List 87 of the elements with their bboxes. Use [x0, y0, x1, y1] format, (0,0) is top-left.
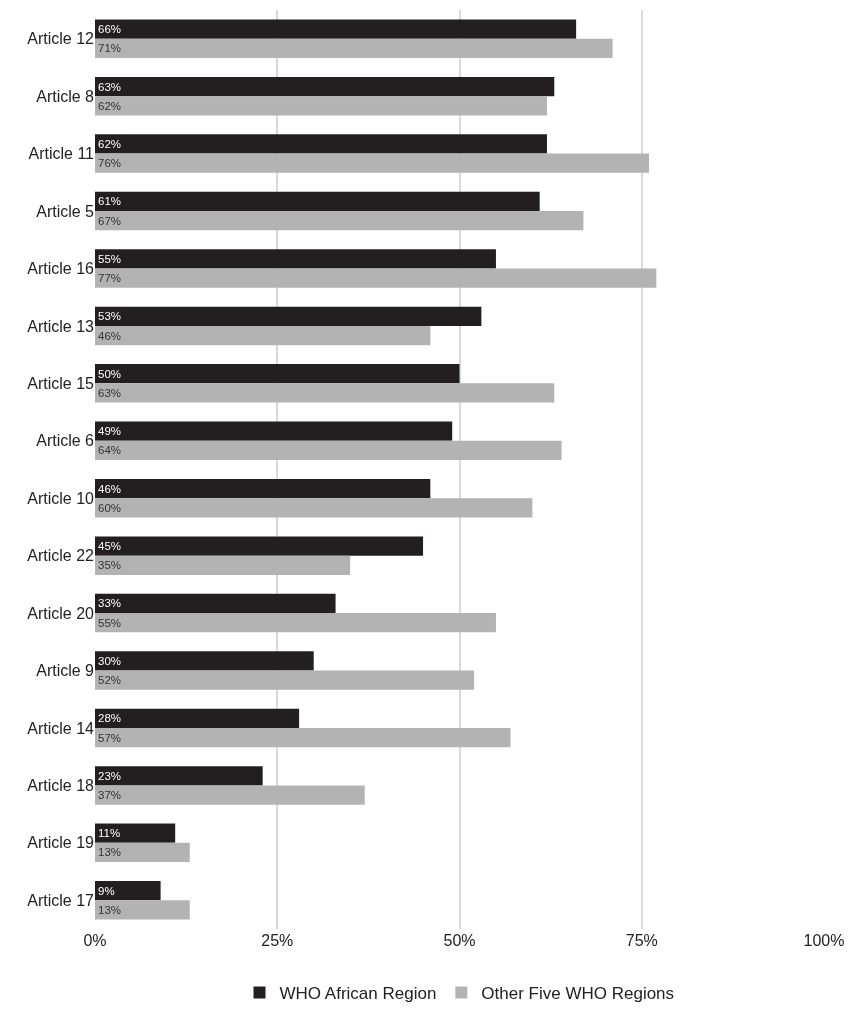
y-tick-label: Article 11 — [28, 145, 95, 163]
bar — [95, 268, 657, 288]
data-label: 46% — [98, 482, 121, 495]
bar — [95, 613, 496, 633]
data-label: 13% — [98, 846, 121, 859]
bar — [95, 727, 511, 748]
x-tick-label: 100% — [803, 932, 845, 949]
y-tick-label: Article 14 — [27, 719, 95, 737]
data-label: 66% — [98, 23, 121, 36]
bar — [95, 881, 161, 901]
y-tick-label: Article 8 — [36, 87, 95, 105]
data-label: 45% — [98, 540, 121, 553]
data-label: 35% — [98, 559, 121, 572]
data-label: 63% — [98, 80, 121, 93]
bar — [95, 842, 190, 863]
data-label: 53% — [98, 310, 121, 323]
bar — [95, 76, 555, 97]
y-tick-label: Article 5 — [36, 202, 95, 220]
data-label: 67% — [98, 214, 121, 227]
data-label: 52% — [98, 674, 121, 687]
data-label: 63% — [98, 386, 121, 399]
bar — [95, 440, 562, 461]
data-label: 61% — [98, 195, 121, 208]
data-label: 71% — [98, 42, 121, 55]
data-label: 77% — [98, 272, 121, 285]
y-tick-label: Article 9 — [36, 662, 95, 680]
data-label: 55% — [98, 616, 121, 629]
y-tick-label: Article 19 — [27, 834, 95, 852]
bar — [95, 900, 190, 920]
data-label: 55% — [98, 252, 121, 265]
data-label: 62% — [98, 137, 121, 150]
bar — [95, 249, 496, 269]
data-label: 13% — [98, 903, 121, 916]
data-label: 23% — [98, 769, 121, 782]
data-label: 50% — [98, 367, 121, 380]
bar — [95, 191, 540, 212]
y-tick-label: Article 18 — [27, 777, 95, 795]
bar — [95, 478, 431, 499]
data-label: 49% — [98, 425, 121, 438]
bar — [95, 593, 336, 614]
data-label: 28% — [98, 712, 121, 725]
y-tick-label: Article 13 — [27, 317, 95, 335]
bar — [95, 498, 533, 518]
data-label: 9% — [98, 884, 115, 897]
y-tick-label: Article 15 — [27, 374, 95, 392]
y-tick-label: Article 16 — [27, 260, 95, 278]
y-tick-label: Article 17 — [27, 891, 95, 909]
data-label: 62% — [98, 99, 121, 112]
y-tick-label: Article 10 — [27, 489, 95, 507]
data-label: 57% — [98, 731, 121, 744]
bar — [95, 306, 482, 326]
bar — [95, 823, 176, 843]
bar — [95, 651, 314, 671]
bar — [95, 555, 351, 575]
data-label: 60% — [98, 501, 121, 514]
x-tick-label: 75% — [625, 932, 658, 949]
bar — [95, 766, 263, 786]
y-tick-label: Article 6 — [36, 432, 95, 450]
x-tick-label: 0% — [83, 932, 107, 949]
bar — [95, 670, 475, 690]
bar — [95, 383, 555, 403]
bar — [95, 19, 577, 39]
bar — [95, 708, 300, 728]
bar — [95, 211, 584, 231]
bar — [95, 38, 613, 58]
data-label: 64% — [98, 444, 121, 457]
data-label: 37% — [98, 789, 121, 801]
legend-label: WHO African Region — [279, 984, 437, 1004]
bar — [95, 134, 547, 154]
data-label: 30% — [98, 654, 121, 667]
y-tick-label: Article 12 — [27, 30, 95, 48]
data-label: 46% — [98, 329, 121, 342]
legend-label: Other Five WHO Regions — [481, 984, 675, 1004]
bar — [95, 421, 453, 441]
bar — [95, 325, 431, 346]
data-label: 11% — [98, 827, 121, 840]
bar — [95, 536, 424, 556]
bar — [95, 364, 460, 384]
x-tick-label: 25% — [261, 932, 294, 949]
x-tick-label: 50% — [443, 932, 476, 949]
y-tick-label: Article 20 — [27, 604, 95, 622]
bar — [95, 785, 365, 805]
data-label: 76% — [98, 157, 121, 170]
y-tick-label: Article 22 — [27, 547, 95, 565]
bar — [95, 153, 650, 173]
data-label: 33% — [98, 597, 121, 610]
bar — [95, 96, 547, 116]
